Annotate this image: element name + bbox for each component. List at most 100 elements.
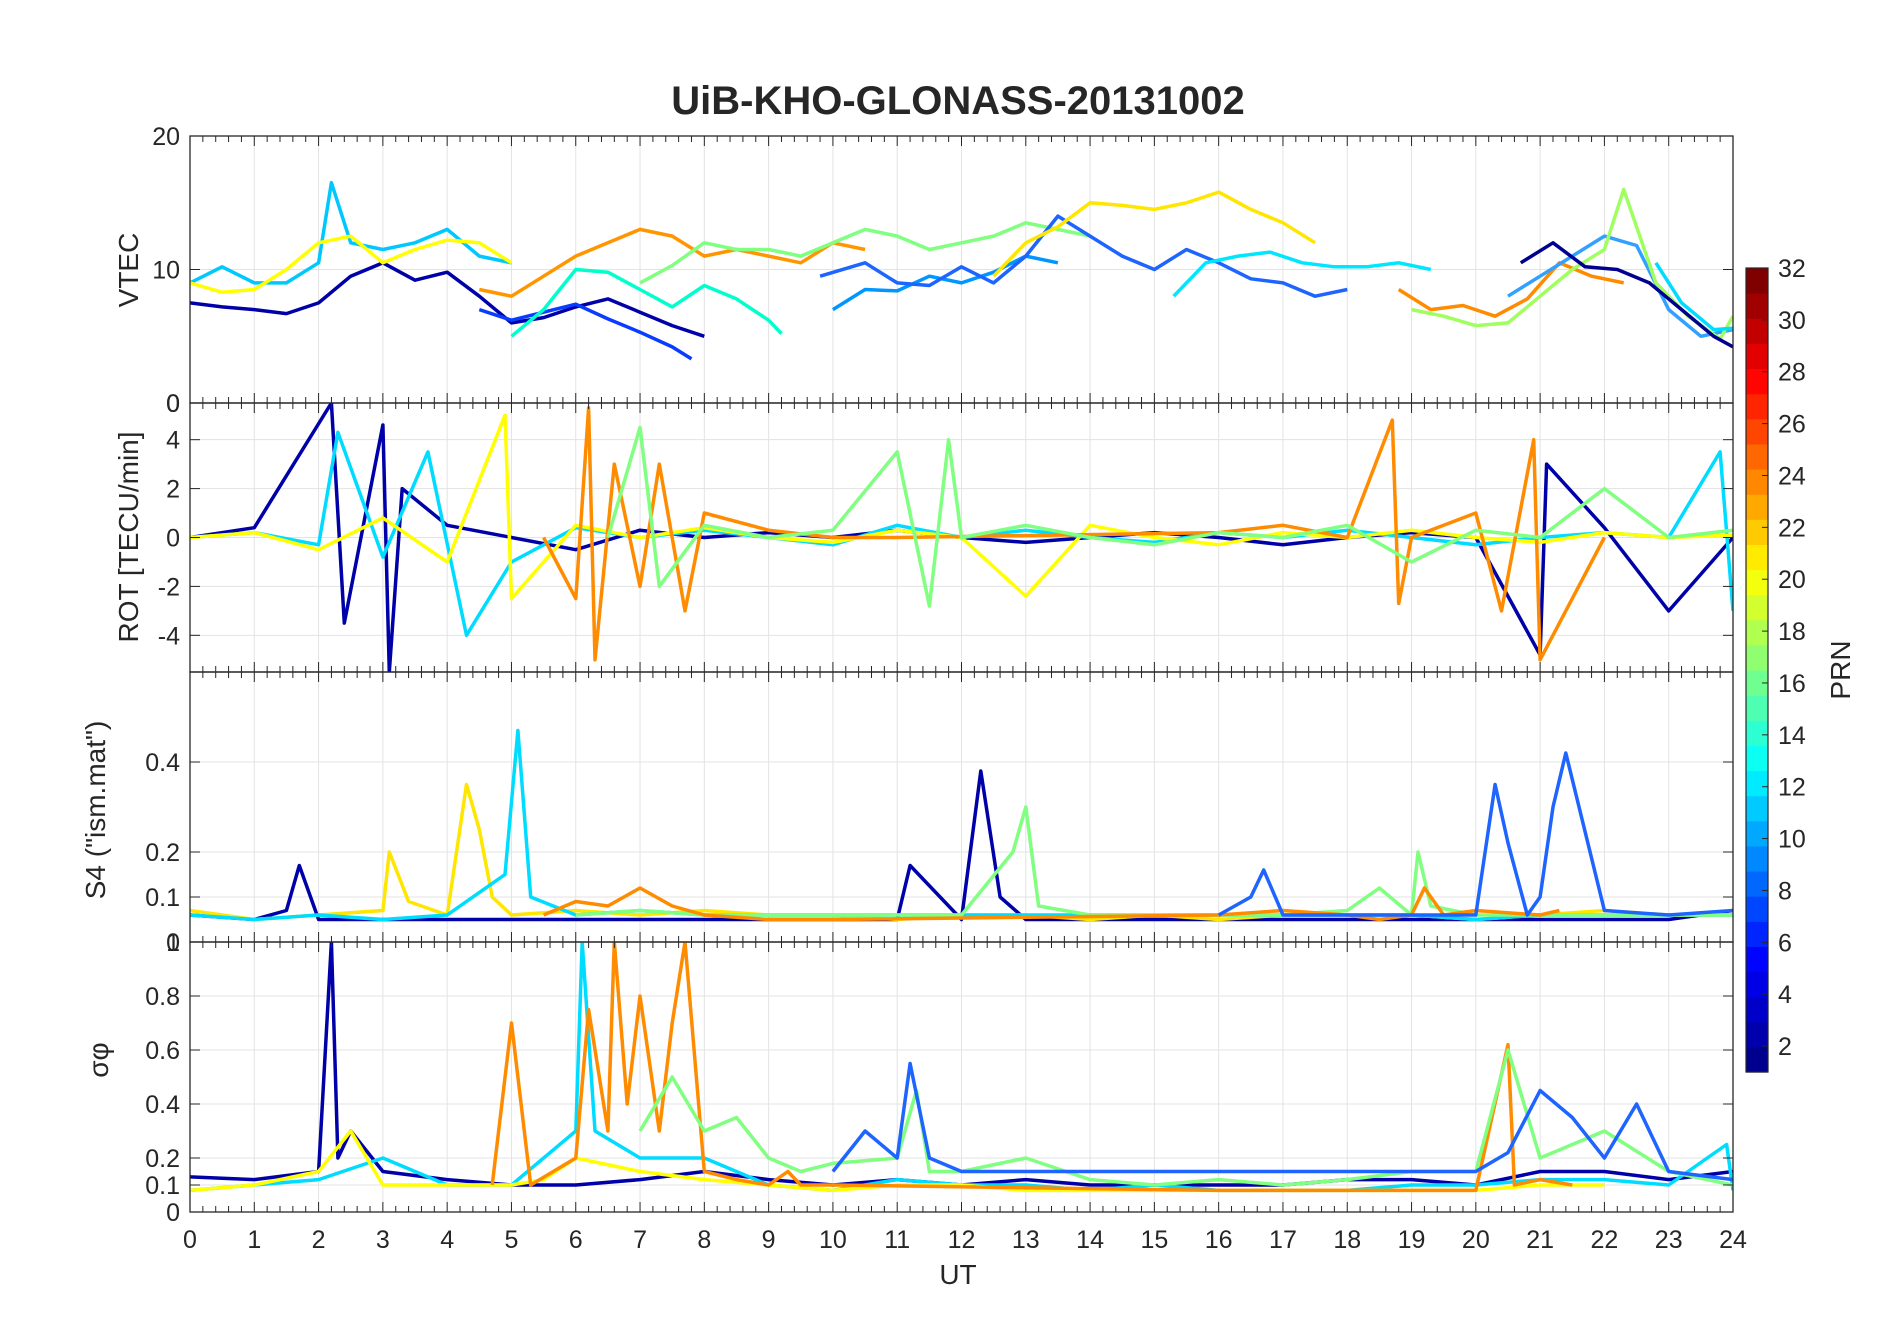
y-tick-label: 0.1	[145, 1172, 180, 1200]
x-tick-label: 21	[1526, 1226, 1554, 1254]
y-tick-label: 0.1	[145, 884, 180, 912]
colorbar-segment	[1746, 871, 1768, 897]
colorbar-label: PRN	[1825, 640, 1856, 699]
y-tick-label: 0.8	[145, 983, 180, 1011]
colorbar-segment	[1746, 795, 1768, 822]
series-line	[1397, 261, 1625, 318]
y-tick-label: 4	[166, 427, 180, 455]
series-group	[190, 180, 1733, 361]
colorbar-segment	[1746, 896, 1768, 922]
colorbar-tick-label: 10	[1778, 826, 1806, 854]
series-line	[1519, 241, 1733, 349]
y-tick-label: 0	[166, 390, 180, 418]
colorbar-segment	[1746, 644, 1768, 671]
colorbar-segment	[1746, 469, 1768, 495]
x-tick-label: 13	[1012, 1226, 1040, 1254]
colorbar-segment	[1746, 619, 1768, 646]
series-line	[638, 1048, 1733, 1187]
y-tick-label: 0	[166, 390, 180, 418]
colorbar-tick-label: 28	[1778, 359, 1806, 387]
x-tick-label: 3	[376, 1226, 390, 1254]
x-tick-label: 0	[183, 1226, 197, 1254]
colorbar-segment	[1746, 293, 1768, 319]
x-tick-label: 16	[1205, 1226, 1233, 1254]
colorbar-tick-label: 14	[1778, 722, 1806, 750]
series-group	[190, 403, 1733, 672]
colorbar-segment	[1746, 318, 1768, 344]
series-line	[1411, 187, 1733, 341]
colorbar-tick-label: 6	[1778, 929, 1792, 957]
y-tick-label: 20	[152, 123, 180, 151]
y-tick-label: 0.4	[145, 749, 180, 777]
y-tick-label: 2	[166, 476, 180, 504]
colorbar-segment	[1746, 393, 1768, 420]
y-axis-label: VTEC	[113, 233, 144, 308]
colorbar-segment	[1746, 1021, 1768, 1048]
colorbar-segment	[1746, 569, 1768, 596]
panel-rot: -4 -2 0 2 4 0 ROT [TECU/min]	[113, 390, 1734, 673]
x-tick-label: 1	[247, 1226, 261, 1254]
x-tick-label: 8	[697, 1226, 711, 1254]
colorbar-segment	[1746, 770, 1768, 797]
x-tick-label: 2	[312, 1226, 326, 1254]
x-tick-label: 22	[1591, 1226, 1619, 1254]
panel-sigma_phi: 00.10.20.40.60.810 1 2 3 4 5 6 7 8 9 10 11 12 13 14 15 1…	[83, 929, 1747, 1254]
y-tick-label: 0	[166, 1199, 180, 1227]
y-axis-label: ROT [TECU/min]	[113, 431, 144, 642]
x-tick-label: 20	[1462, 1226, 1490, 1254]
colorbar-segment	[1746, 745, 1768, 772]
series-line	[478, 302, 693, 361]
colorbar-segment	[1746, 343, 1768, 370]
series-group	[190, 728, 1733, 922]
colorbar-tick-label: 32	[1778, 255, 1806, 283]
x-tick-label: 23	[1655, 1226, 1683, 1254]
colorbar-tick-label: 18	[1778, 618, 1806, 646]
series-line	[190, 942, 1733, 1187]
series-line	[992, 190, 1317, 278]
colorbar-tick-label: 4	[1778, 981, 1792, 1009]
series-line	[606, 425, 1733, 608]
series-line	[639, 221, 1091, 285]
series-line	[542, 406, 1606, 662]
y-tick-label: 10	[152, 257, 180, 285]
x-tick-label: 19	[1398, 1226, 1426, 1254]
colorbar-tick-label: 2	[1778, 1033, 1792, 1061]
colorbar-tick-label: 26	[1778, 411, 1806, 439]
y-tick-label: -2	[158, 573, 180, 601]
x-tick-label: 14	[1076, 1226, 1104, 1254]
series-line	[1507, 234, 1733, 339]
series-line	[1654, 261, 1733, 332]
colorbar-segment	[1746, 720, 1768, 746]
colorbar-segment	[1746, 418, 1768, 445]
y-tick-label: 0	[166, 929, 180, 957]
series-line	[490, 942, 1573, 1193]
x-axis-label: UT	[939, 1259, 976, 1290]
colorbar-segment	[1746, 921, 1768, 947]
colorbar-tick-label: 30	[1778, 307, 1806, 335]
colorbar-segment	[1746, 594, 1768, 621]
colorbar-segment	[1746, 519, 1768, 545]
colorbar-segment	[1746, 845, 1768, 872]
series-line	[190, 234, 513, 294]
colorbar-segment	[1746, 544, 1768, 571]
series-line	[510, 267, 783, 338]
x-tick-label: 7	[633, 1226, 647, 1254]
series-line	[1217, 751, 1733, 917]
x-tick-label: 10	[819, 1226, 847, 1254]
colorbar-segment	[1746, 695, 1768, 721]
series-line	[1172, 250, 1432, 298]
x-tick-label: 9	[762, 1226, 776, 1254]
y-axis-label: S4 ("ism.mat")	[80, 721, 111, 900]
colorbar-tick-label: 24	[1778, 462, 1806, 490]
y-tick-label: 0	[166, 525, 180, 553]
x-tick-label: 15	[1140, 1226, 1168, 1254]
colorbar-segment	[1746, 368, 1768, 395]
series-line	[819, 214, 1348, 298]
colorbar-segment	[1746, 1046, 1768, 1073]
panel-s4: 0 0.1 0.2 0.4 S4 ("ism.mat")	[80, 671, 1734, 957]
colorbar-tick-label: 16	[1778, 670, 1806, 698]
x-tick-label: 5	[505, 1226, 519, 1254]
